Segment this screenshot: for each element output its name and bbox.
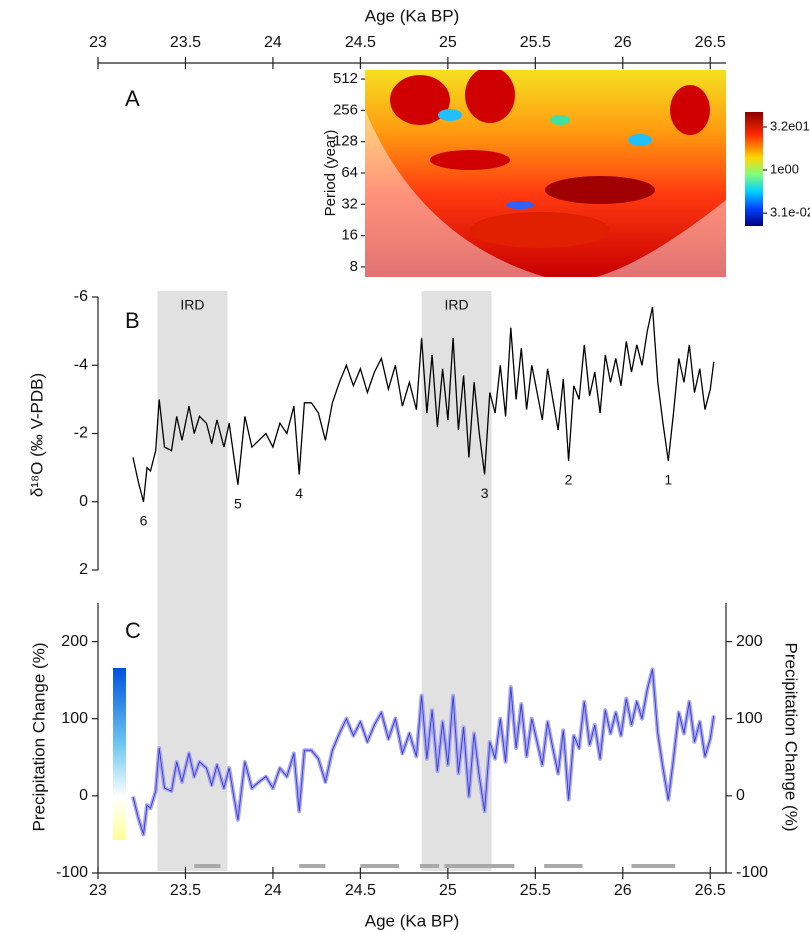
y-label: Precipitation Change (%) xyxy=(29,643,48,832)
panel-label: C xyxy=(125,618,141,643)
x-tick-label: 23 xyxy=(89,882,107,899)
y-tick-label: 256 xyxy=(333,101,358,118)
x-tick-label: 23.5 xyxy=(170,34,201,51)
x-tick-label: 25 xyxy=(439,882,457,899)
top-x-label: Age (Ka BP) xyxy=(365,6,460,25)
colorbar-label: 3.1e-02 xyxy=(770,205,810,220)
x-tick-label: 25 xyxy=(439,34,457,51)
y-tick-label: -100 xyxy=(736,864,768,881)
colorbar-label: 3.2e01 xyxy=(770,118,810,133)
x-tick-label: 23 xyxy=(89,34,107,51)
colorbar-label: 1e00 xyxy=(770,161,799,176)
x-tick-label: 25.5 xyxy=(520,882,551,899)
data-line xyxy=(132,307,715,502)
y-tick-label: 2 xyxy=(79,561,88,578)
bottom-x-label: Age (Ka BP) xyxy=(365,911,460,930)
y-tick-label: -4 xyxy=(74,356,88,373)
y-tick-label: -6 xyxy=(74,288,88,305)
y-tick-label: 8 xyxy=(350,258,358,275)
x-tick-label: 24 xyxy=(264,882,282,899)
annotation: 2 xyxy=(565,472,573,488)
x-tick-label: 24.5 xyxy=(345,34,376,51)
x-tick-label: 23.5 xyxy=(170,882,201,899)
annotation: 6 xyxy=(140,512,148,528)
annotation: 4 xyxy=(295,485,303,501)
wavelet-image xyxy=(365,70,726,277)
x-tick-label: 24.5 xyxy=(345,882,376,899)
y-tick-label: -2 xyxy=(74,425,88,442)
y-tick-label: 200 xyxy=(61,633,88,650)
x-tick-label: 26.5 xyxy=(695,34,726,51)
y-tick-label: 0 xyxy=(736,787,745,804)
shaded-region xyxy=(157,291,228,871)
colorbar xyxy=(113,668,126,840)
data-line xyxy=(132,669,715,835)
shaded-label: IRD xyxy=(180,297,204,313)
shaded-label: IRD xyxy=(445,297,469,313)
y2-label: Precipitation Change (%) xyxy=(782,643,801,832)
annotation: 5 xyxy=(234,495,242,511)
y-label: Period (year) xyxy=(322,130,339,217)
y-tick-label: 100 xyxy=(736,710,763,727)
y-label: δ¹⁸O (‰ V-PDB) xyxy=(27,373,46,497)
x-tick-label: 26 xyxy=(614,882,632,899)
panel-label: A xyxy=(125,86,140,111)
y-tick-label: 0 xyxy=(79,787,88,804)
x-tick-label: 26 xyxy=(614,34,632,51)
y-tick-label: 100 xyxy=(61,710,88,727)
x-tick-label: 26.5 xyxy=(695,882,726,899)
colorbar xyxy=(745,112,763,226)
y-tick-label: 32 xyxy=(341,195,358,212)
panel-label: B xyxy=(125,308,140,333)
x-tick-label: 25.5 xyxy=(520,34,551,51)
annotation: 3 xyxy=(481,485,489,501)
x-tick-label: 24 xyxy=(264,34,282,51)
y-tick-label: 200 xyxy=(736,633,763,650)
y-tick-label: 0 xyxy=(79,493,88,510)
y-tick-label: 16 xyxy=(341,227,358,244)
annotation: 1 xyxy=(664,472,672,488)
y-tick-label: 128 xyxy=(333,133,358,150)
y-tick-label: 512 xyxy=(333,70,358,87)
y-tick-label: 64 xyxy=(341,164,358,181)
y-tick-label: -100 xyxy=(56,864,88,881)
